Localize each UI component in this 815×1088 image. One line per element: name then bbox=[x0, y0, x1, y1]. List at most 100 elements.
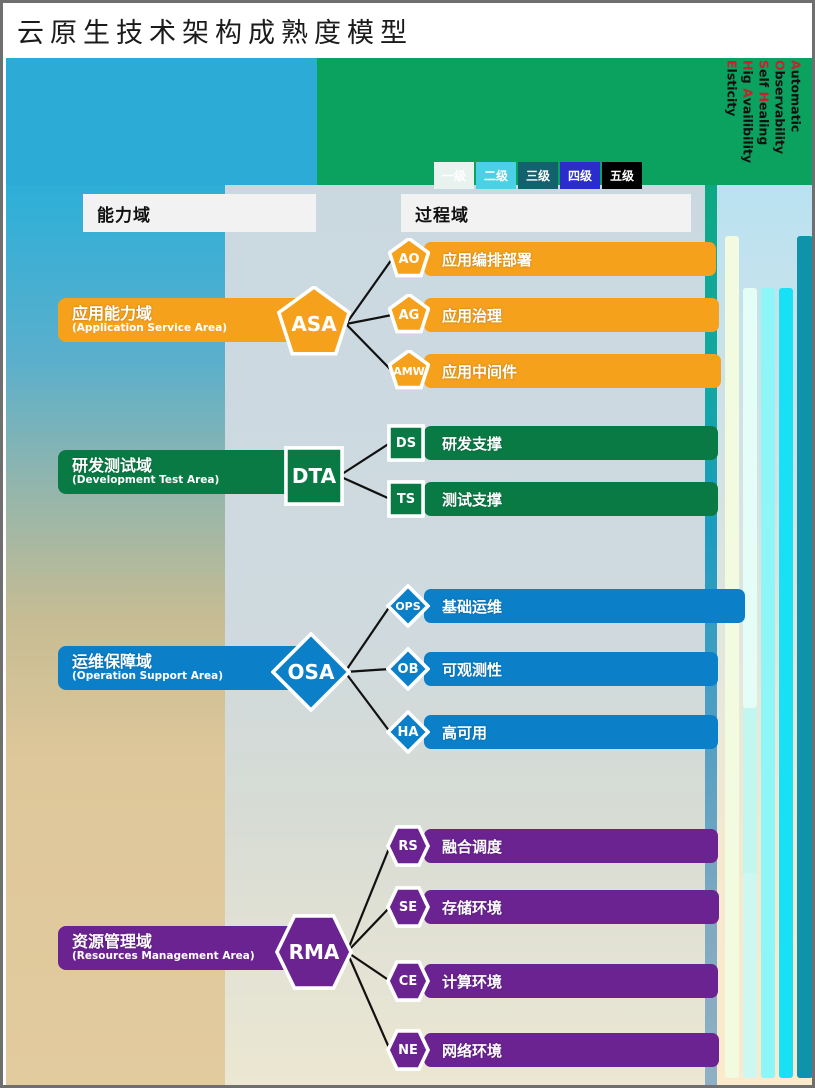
maturity-axis-labels: Automatic Observability Self Healing Hig Av… bbox=[717, 60, 812, 185]
process-bar-se[interactable]: 存储环境 bbox=[424, 890, 719, 924]
capability-name-zh: 应用能力域 bbox=[72, 304, 153, 323]
process-node-shape-pentagon bbox=[388, 350, 430, 390]
process-bar-label: 研发支撑 bbox=[442, 434, 503, 453]
capability-pill-osa[interactable]: 运维保障域 (Operation Support Area) bbox=[58, 646, 317, 690]
process-node-ob[interactable]: OB bbox=[386, 647, 430, 691]
process-bar-label: 测试支撑 bbox=[442, 490, 503, 509]
process-bar-label: 应用治理 bbox=[442, 306, 503, 325]
process-bar-ob[interactable]: 可观测性 bbox=[424, 652, 718, 686]
area-node-code: DTA bbox=[291, 464, 337, 488]
process-node-ops[interactable]: OPS bbox=[386, 584, 430, 628]
legend-level-1[interactable]: 一级 bbox=[434, 162, 474, 189]
capability-header-band bbox=[6, 58, 317, 185]
process-node-shape-pentagon bbox=[388, 294, 430, 334]
process-node-code: TS bbox=[396, 491, 416, 507]
process-node-se[interactable]: SE bbox=[386, 885, 430, 929]
process-bar-ha[interactable]: 高可用 bbox=[424, 715, 718, 749]
process-bar-ts[interactable]: 测试支撑 bbox=[424, 482, 718, 516]
area-node-asa[interactable]: ASA bbox=[276, 286, 352, 362]
area-node-code: RMA bbox=[288, 940, 340, 964]
area-node-dta[interactable]: DTA bbox=[283, 445, 345, 507]
process-bar-label: 存储环境 bbox=[442, 898, 503, 917]
process-header-label: 过程域 bbox=[415, 205, 469, 226]
process-node-ts[interactable]: TS bbox=[386, 479, 426, 519]
process-bar-ops[interactable]: 基础运维 bbox=[424, 589, 745, 623]
process-node-code: OB bbox=[397, 661, 419, 677]
process-bar-ne[interactable]: 网络环境 bbox=[424, 1033, 719, 1067]
process-node-ds[interactable]: DS bbox=[386, 423, 426, 463]
page-title: 云原生技术架构成熟度模型 bbox=[17, 18, 413, 49]
process-node-shape-diamond bbox=[386, 647, 430, 691]
process-node-code: HA bbox=[397, 724, 419, 740]
process-bar-rs[interactable]: 融合调度 bbox=[424, 829, 718, 863]
process-node-shape-hexagon bbox=[386, 886, 430, 928]
process-node-shape-hexagon bbox=[386, 960, 430, 1002]
process-node-shape-square bbox=[387, 424, 425, 462]
capability-header-label: 能力域 bbox=[97, 205, 151, 226]
process-node-code: DS bbox=[395, 435, 417, 451]
capability-pill-rma[interactable]: 资源管理域 (Resources Management Area) bbox=[58, 926, 320, 970]
process-bar-label: 网络环境 bbox=[442, 1041, 503, 1060]
area-node-osa[interactable]: OSA bbox=[271, 632, 351, 712]
process-node-ce[interactable]: CE bbox=[386, 959, 430, 1003]
capability-name-zh: 资源管理域 bbox=[72, 932, 153, 951]
maturity-axis-label-3: Hig Availibility bbox=[740, 60, 756, 164]
legend-level-4[interactable]: 四级 bbox=[560, 162, 600, 189]
process-bar-ds[interactable]: 研发支撑 bbox=[424, 426, 718, 460]
capability-name-en: (Operation Support Area) bbox=[72, 670, 224, 682]
legend-level-5[interactable]: 五级 bbox=[602, 162, 642, 189]
capability-name-en: (Application Service Area) bbox=[72, 322, 228, 334]
observability-bar bbox=[779, 288, 793, 1078]
automatic-bar bbox=[797, 236, 812, 1078]
maturity-axis-label-1: Observability bbox=[772, 60, 788, 155]
process-bar-ce[interactable]: 计算环境 bbox=[424, 964, 718, 998]
area-node-shape-hexagon bbox=[275, 914, 353, 990]
process-node-code: AG bbox=[398, 307, 420, 323]
process-node-code: SE bbox=[398, 899, 418, 915]
process-node-ao[interactable]: AO bbox=[388, 238, 430, 280]
process-node-shape-pentagon bbox=[388, 238, 430, 278]
process-bar-label: 融合调度 bbox=[442, 837, 503, 856]
maturity-bar-segment-1 bbox=[743, 873, 757, 1078]
diagram-canvas: 一级 二级 三级 四级 五级 Automatic Observability Self He… bbox=[6, 58, 812, 1085]
process-node-rs[interactable]: RS bbox=[386, 824, 430, 868]
process-node-code: RS bbox=[398, 838, 418, 854]
process-bar-label: 应用中间件 bbox=[442, 362, 518, 381]
process-node-ha[interactable]: HA bbox=[386, 710, 430, 754]
process-node-code: OPS bbox=[395, 599, 421, 613]
process-node-ne[interactable]: NE bbox=[386, 1028, 430, 1072]
area-node-code: ASA bbox=[291, 312, 337, 336]
process-bar-label: 可观测性 bbox=[442, 660, 503, 679]
capability-pill-asa[interactable]: 应用能力域 (Application Service Area) bbox=[58, 298, 320, 342]
process-bar-amw[interactable]: 应用中间件 bbox=[424, 354, 721, 388]
process-node-amw[interactable]: AMW bbox=[388, 350, 430, 392]
area-node-shape-pentagon bbox=[276, 286, 352, 356]
area-node-code: OSA bbox=[287, 660, 335, 684]
area-node-rma[interactable]: RMA bbox=[275, 913, 353, 991]
legend-level-2[interactable]: 二级 bbox=[476, 162, 516, 189]
process-node-code: CE bbox=[398, 973, 418, 989]
capability-name-zh: 运维保障域 bbox=[72, 652, 153, 671]
process-node-code: NE bbox=[398, 1042, 418, 1058]
title-bar: 云原生技术架构成熟度模型 bbox=[3, 3, 812, 55]
process-bar-ag[interactable]: 应用治理 bbox=[424, 298, 719, 332]
legend-level-3[interactable]: 三级 bbox=[518, 162, 558, 189]
process-bar-label: 高可用 bbox=[442, 723, 488, 742]
maturity-bar-segment-0 bbox=[743, 288, 757, 708]
elsticity-bar bbox=[725, 236, 739, 1078]
process-bar-ao[interactable]: 应用编排部署 bbox=[424, 242, 716, 276]
process-node-ag[interactable]: AG bbox=[388, 294, 430, 336]
capability-name-en: (Resources Management Area) bbox=[72, 950, 255, 962]
process-node-shape-hexagon bbox=[386, 1029, 430, 1071]
process-node-code: AMW bbox=[393, 364, 425, 378]
capability-name-en: (Development Test Area) bbox=[72, 474, 220, 486]
process-node-code: AO bbox=[398, 251, 420, 267]
capability-pill-dta[interactable]: 研发测试域 (Development Test Area) bbox=[58, 450, 320, 494]
maturity-legend: 一级 二级 三级 四级 五级 bbox=[434, 162, 642, 189]
maturity-bar-segment-2 bbox=[761, 288, 775, 1078]
process-node-shape-hexagon bbox=[386, 825, 430, 867]
process-header-box: 过程域 bbox=[401, 194, 691, 232]
maturity-rail bbox=[705, 58, 717, 1085]
maturity-axis-label-2: Self Healing bbox=[756, 60, 772, 146]
